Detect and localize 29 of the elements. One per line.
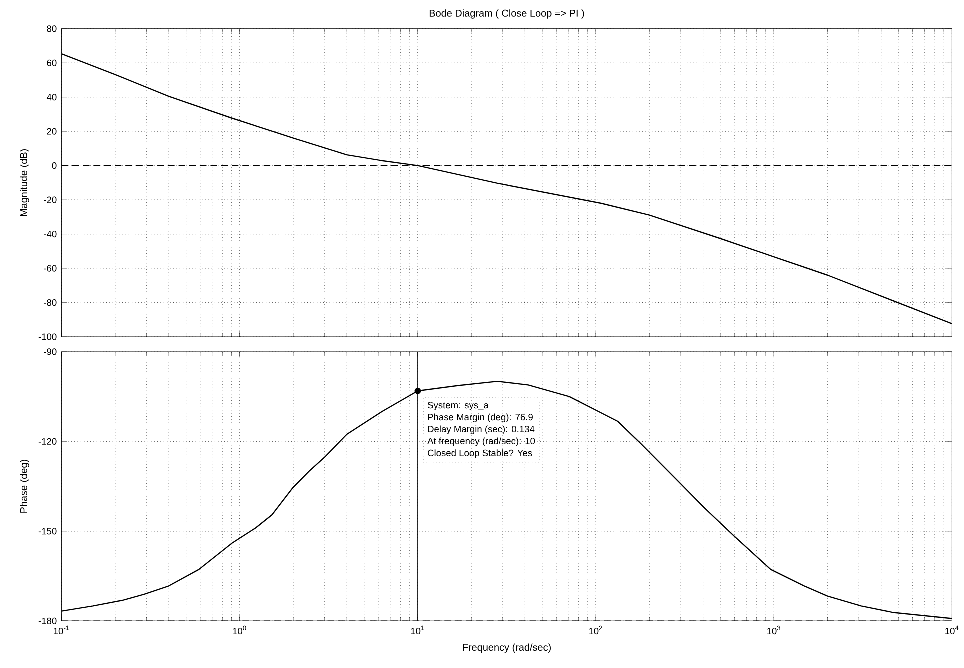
x-tick-label: 10$^{2}$ [589, 626, 602, 635]
y-tick-label: -100 [38, 334, 57, 340]
x-tick-label: 10$^{1}$ [411, 626, 424, 635]
x-tick-label: 10$^{0}$ [233, 626, 246, 635]
chart-title: Bode Diagram ( Close Loop => PI ) [430, 10, 584, 19]
x-tick-label: 10$^{3}$ [767, 626, 781, 635]
y-axis-title: Phase (deg) [20, 460, 30, 513]
annotation: System: sys_a [428, 402, 489, 410]
x-tick-label: 10$^{-1}$ [54, 626, 70, 635]
y-tick-label: -180 [38, 618, 57, 624]
y-tick-label: -90 [44, 348, 57, 356]
y-tick-label: -40 [44, 231, 57, 238]
y-tick-label: 60 [47, 60, 57, 66]
y-tick-label: 40 [46, 94, 57, 101]
annotation: Closed Loop Stable? Yes [428, 450, 532, 458]
y-tick-label: 80 [47, 26, 57, 32]
y-tick-label: 0 [52, 162, 57, 170]
y-tick-label: -60 [44, 265, 57, 272]
y-axis-title: Magnitude (dB) [20, 149, 30, 216]
annotation: Delay Margin (sec): 0.134 [428, 426, 535, 434]
x-tick-label: 10$^{4}$ [946, 626, 959, 635]
annotation: At frequency (rad/sec): 10 [428, 438, 536, 446]
x-axis-title: Frequency (rad/sec) [463, 644, 551, 653]
y-tick-label: 20 [47, 128, 57, 135]
y-tick-label: -20 [44, 196, 57, 204]
y-tick-label: -80 [44, 299, 57, 306]
annotation: Phase Margin (deg): 76.9 [428, 414, 533, 422]
y-tick-label: -120 [38, 438, 57, 445]
y-tick-label: -150 [38, 528, 57, 535]
